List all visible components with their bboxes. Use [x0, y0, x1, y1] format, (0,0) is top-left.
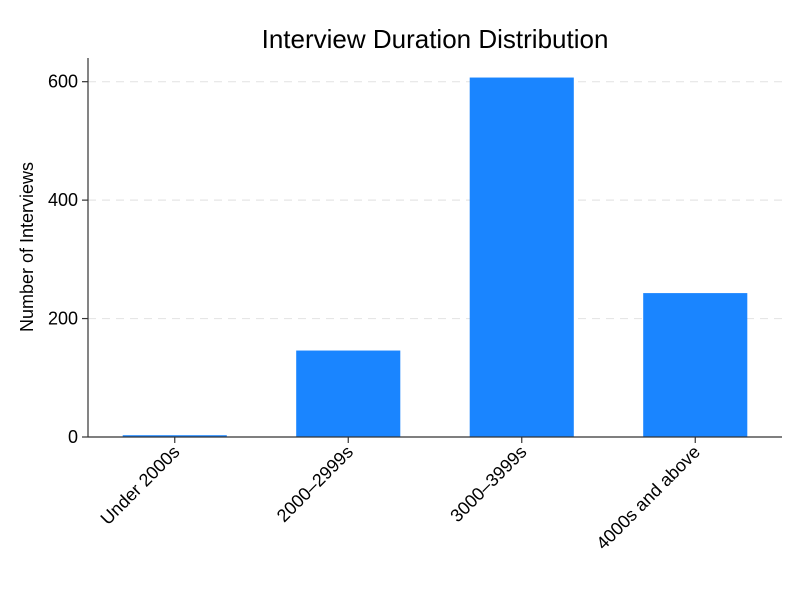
bars: [122, 77, 748, 438]
bar-0: [122, 435, 227, 437]
y-axis-label: Number of Interviews: [17, 162, 37, 332]
x-tick-label: 4000s and above: [592, 442, 704, 554]
bar-3: [643, 293, 748, 437]
x-tick-label: 3000–3999s: [446, 442, 530, 526]
x-ticks: Under 2000s 2000–2999s 3000–3999s 4000s and…: [97, 437, 704, 554]
y-tick-label: 400: [48, 190, 78, 210]
bar-1: [296, 350, 401, 437]
bar-2: [469, 77, 574, 438]
y-tick-label: 600: [48, 72, 78, 92]
y-ticks: 0 200 400 600: [48, 72, 88, 447]
y-tick-label: 0: [68, 427, 78, 447]
gridlines: [88, 81, 782, 320]
x-tick-label: 2000–2999s: [273, 442, 357, 526]
chart-title: Interview Duration Distribution: [262, 24, 609, 54]
y-tick-label: 200: [48, 309, 78, 329]
axes: [87, 58, 782, 438]
x-tick-label: Under 2000s: [97, 442, 184, 529]
